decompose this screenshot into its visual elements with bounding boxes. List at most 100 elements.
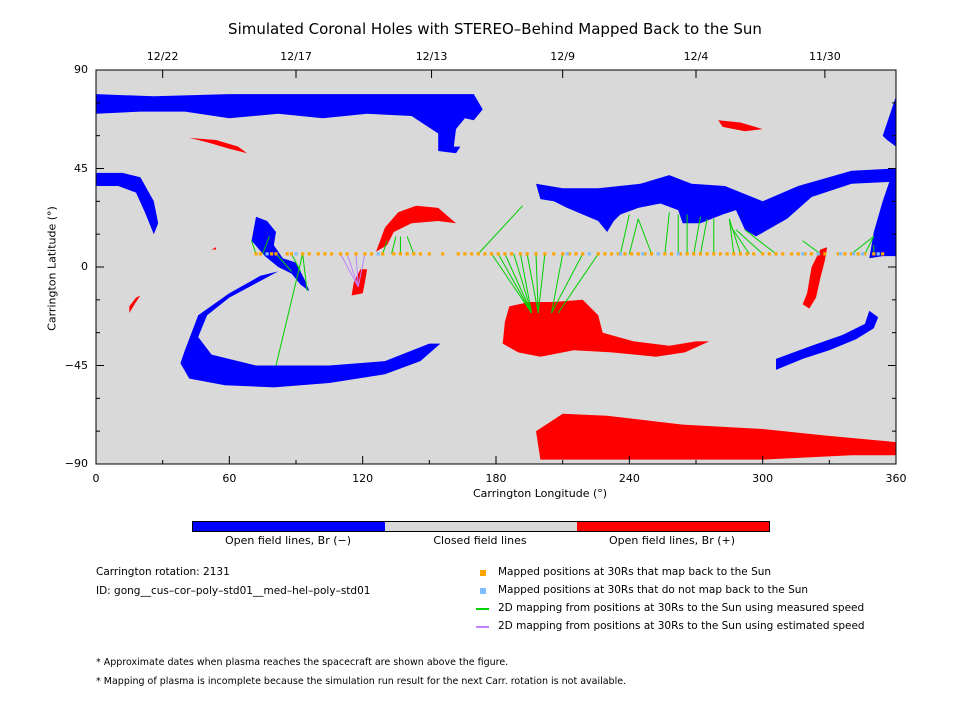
note-dates: * Approximate dates when plasma reaches … bbox=[96, 657, 509, 668]
measured-mapping-line-19 bbox=[551, 253, 564, 314]
open-negative-region-3 bbox=[180, 271, 441, 388]
mapped-point-77 bbox=[843, 252, 847, 256]
legend-estimated-swatch bbox=[476, 626, 489, 628]
mapped-point-46 bbox=[623, 252, 627, 256]
measured-mapping-line-0 bbox=[251, 240, 257, 255]
x-tick-label: 360 bbox=[885, 472, 907, 485]
mapped-point-15 bbox=[369, 252, 374, 256]
open-negative-region-2 bbox=[251, 216, 310, 292]
open-positive-region-16 bbox=[211, 247, 216, 250]
unmapped-point-13 bbox=[861, 252, 865, 256]
mapped-point-3 bbox=[274, 252, 278, 256]
mapped-point-19 bbox=[405, 252, 409, 256]
mapped-point-50 bbox=[649, 252, 654, 256]
y-tick-label: −90 bbox=[64, 457, 88, 470]
top-date-label: 12/17 bbox=[280, 50, 312, 63]
mapped-point-28 bbox=[483, 252, 487, 256]
measured-mapping-line-16 bbox=[526, 253, 539, 314]
top-date-label: 12/22 bbox=[146, 50, 179, 63]
x-tick-label: 0 bbox=[92, 472, 100, 485]
open-negative-region-6 bbox=[869, 168, 896, 259]
top-date-label: 11/30 bbox=[809, 50, 841, 63]
top-date-label: 12/13 bbox=[415, 50, 448, 63]
mapped-point-41 bbox=[581, 252, 585, 256]
mapped-point-14 bbox=[363, 252, 367, 256]
unmapped-point-2 bbox=[376, 252, 380, 256]
measured-mapping-line-28 bbox=[693, 216, 701, 254]
mapped-point-82 bbox=[881, 252, 885, 256]
measured-mapping-line-20 bbox=[551, 253, 584, 314]
measured-mapping-line-17 bbox=[535, 253, 539, 313]
open-positive-region-10 bbox=[502, 299, 710, 357]
mapped-point-35 bbox=[534, 252, 538, 256]
unmapped-point-5 bbox=[618, 252, 623, 256]
open-positive-region-14 bbox=[718, 120, 763, 132]
colorbar-label-negative: Open field lines, Br (−) bbox=[224, 534, 352, 547]
mapped-point-39 bbox=[567, 252, 571, 256]
closed-field-background bbox=[96, 70, 896, 464]
unmapped-point-6 bbox=[641, 252, 645, 256]
mapped-point-70 bbox=[789, 252, 794, 256]
x-tick-label: 120 bbox=[352, 472, 374, 485]
mapped-point-66 bbox=[761, 252, 765, 256]
measured-mapping-line-29 bbox=[699, 218, 708, 254]
axis-ticks bbox=[95, 69, 897, 465]
measured-mapping-line-14 bbox=[513, 253, 533, 314]
measured-mapping-line-22 bbox=[619, 214, 630, 254]
mapped-point-57 bbox=[698, 252, 703, 256]
mapping-lines bbox=[251, 205, 875, 366]
measured-mapping-line-5 bbox=[275, 253, 304, 366]
y-tick-label: −45 bbox=[64, 358, 88, 372]
mapped-point-56 bbox=[692, 252, 696, 256]
estimated-mapping-line-3 bbox=[357, 253, 366, 287]
mapped-point-80 bbox=[863, 252, 867, 256]
y-tick-label: 45 bbox=[74, 161, 88, 175]
mapped-point-59 bbox=[712, 252, 716, 256]
note-incomplete: * Mapping of plasma is incomplete becaus… bbox=[96, 676, 627, 687]
measured-mapping-line-2 bbox=[275, 253, 292, 272]
mapped-point-36 bbox=[543, 252, 547, 256]
measured-mapping-line-24 bbox=[637, 218, 653, 255]
mapped-point-60 bbox=[718, 252, 723, 256]
mapped-point-23 bbox=[441, 252, 445, 256]
legend-not-mapped: Mapped positions at 30Rs that do not map… bbox=[498, 584, 809, 596]
measured-mapping-line-18 bbox=[537, 253, 546, 314]
mapped-point-81 bbox=[872, 252, 876, 256]
open-negative-region-1 bbox=[96, 172, 159, 235]
mapped-point-31 bbox=[503, 252, 507, 256]
mapped-point-22 bbox=[427, 252, 431, 256]
mapped-point-76 bbox=[836, 252, 840, 256]
mapped-point-27 bbox=[476, 252, 480, 256]
carrington-rotation: Carrington rotation: 2131 bbox=[96, 566, 230, 578]
measured-mapping-line-1 bbox=[262, 236, 270, 255]
x-tick-label: 300 bbox=[752, 472, 774, 485]
mapped-point-7 bbox=[307, 252, 311, 256]
mapped-point-0 bbox=[254, 252, 258, 256]
open-positive-region-13 bbox=[189, 137, 248, 154]
measured-mapping-line-13 bbox=[504, 253, 533, 314]
mapped-point-29 bbox=[489, 252, 494, 256]
measured-mapping-line-32 bbox=[728, 218, 741, 255]
mapped-point-20 bbox=[412, 252, 416, 256]
mapped-point-55 bbox=[685, 252, 689, 256]
mapped-point-78 bbox=[849, 252, 854, 256]
mapped-point-71 bbox=[796, 252, 800, 256]
mapped-point-26 bbox=[469, 252, 474, 256]
mapped-point-75 bbox=[823, 252, 827, 256]
unmapped-point-8 bbox=[676, 252, 680, 256]
open-positive-region-15 bbox=[129, 295, 141, 313]
measured-mapping-line-12 bbox=[497, 253, 532, 314]
measured-mapping-line-21 bbox=[557, 253, 599, 314]
mapped-point-38 bbox=[561, 252, 565, 256]
measured-mapping-line-7 bbox=[391, 236, 397, 254]
mapped-point-8 bbox=[316, 252, 320, 256]
colorbar bbox=[192, 521, 770, 532]
mapped-point-18 bbox=[398, 252, 403, 256]
mapped-point-4 bbox=[285, 252, 289, 256]
x-tick-label: 60 bbox=[222, 472, 237, 485]
mapped-point-54 bbox=[678, 252, 683, 256]
unmapped-point-9 bbox=[801, 252, 805, 256]
mapped-point-64 bbox=[745, 252, 749, 256]
mapped-point-72 bbox=[803, 252, 807, 256]
run-id: ID: gong__cus–cor–poly–std01__med–hel–po… bbox=[96, 585, 371, 597]
